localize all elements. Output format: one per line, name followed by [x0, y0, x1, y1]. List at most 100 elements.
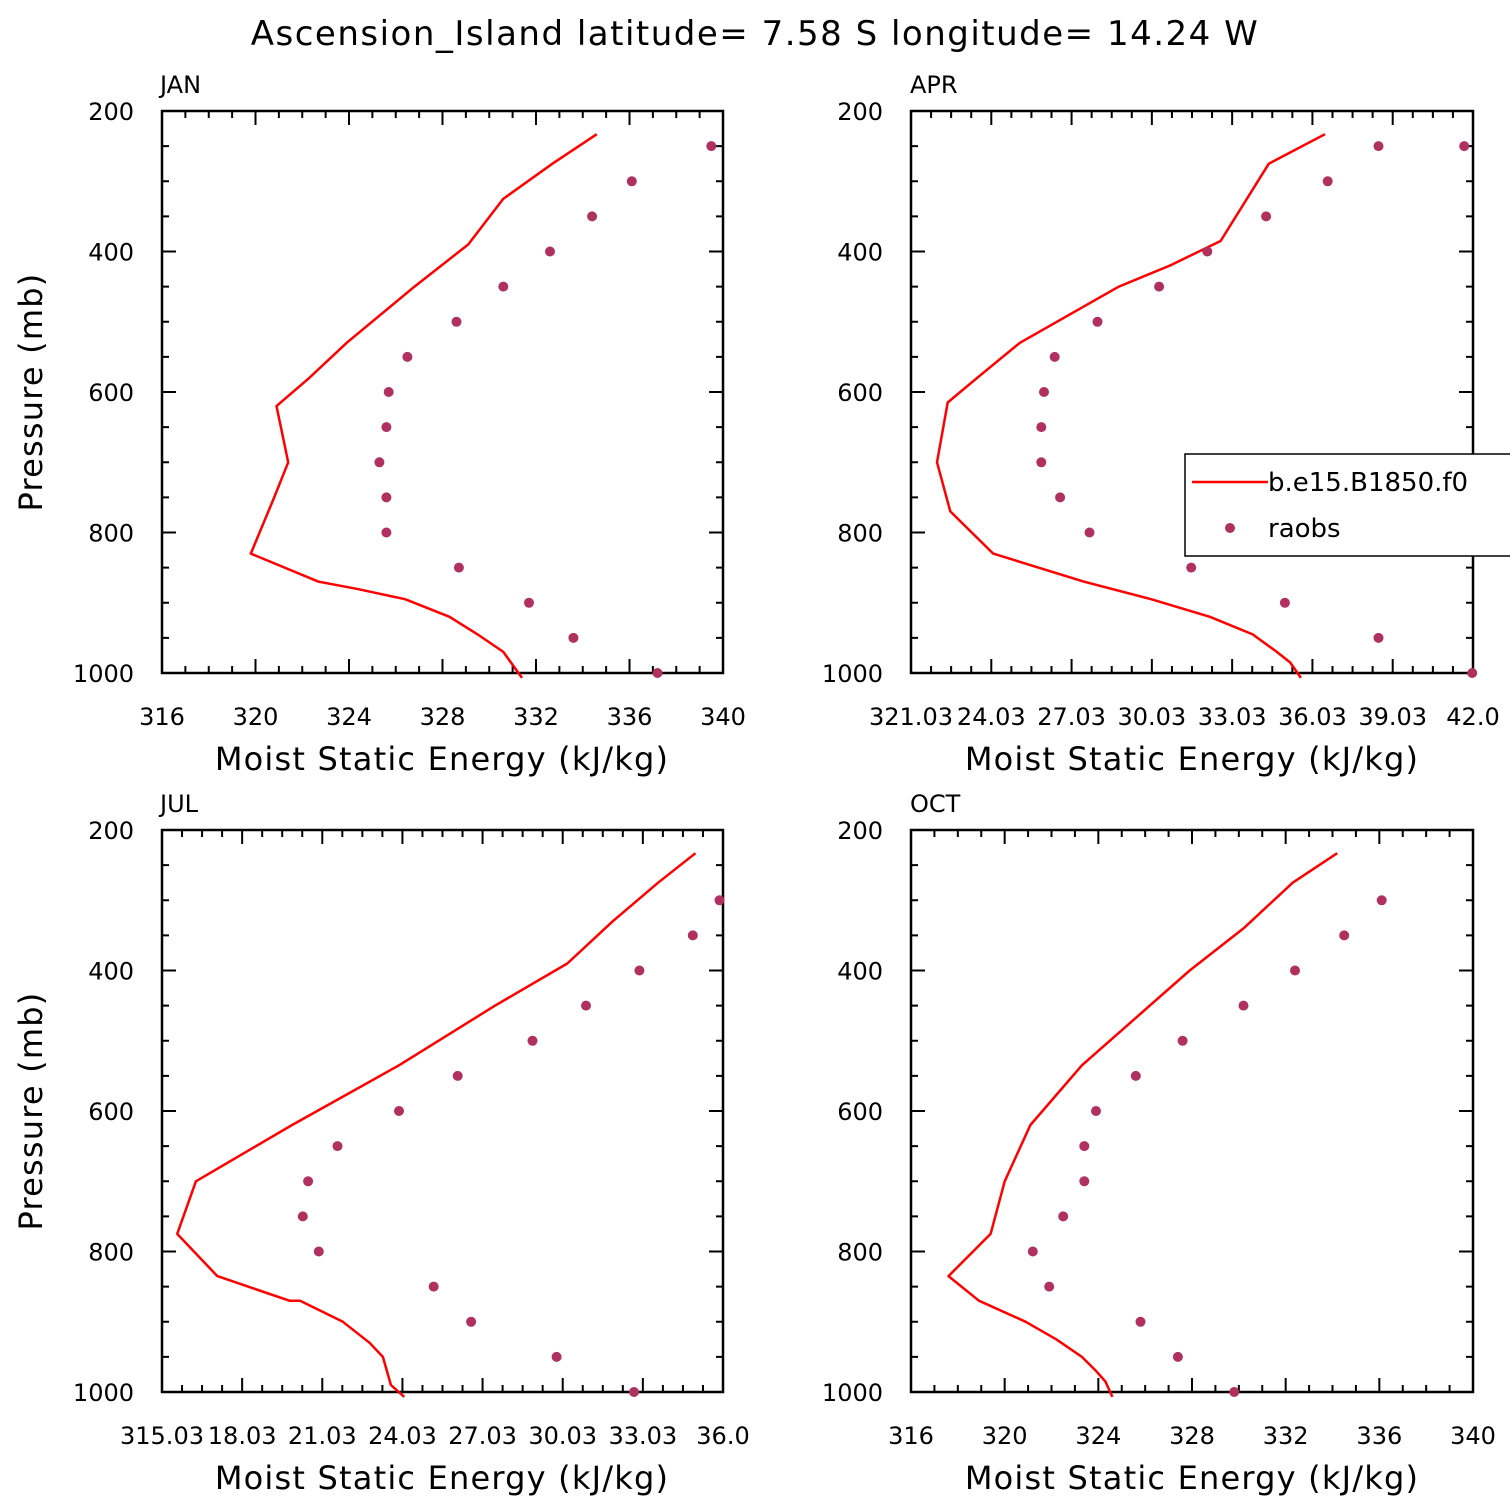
legend-box — [1184, 453, 1510, 557]
x-axis-label: Moist Static Energy (kJ/kg) — [215, 1459, 669, 1497]
obs-point — [374, 457, 385, 468]
x-tick-label: 324 — [326, 703, 372, 731]
x-tick-label: 42.0 — [1446, 703, 1499, 731]
obs-point — [332, 1141, 343, 1152]
model-line — [249, 133, 598, 679]
obs-point — [1079, 1141, 1090, 1152]
obs-point — [551, 1351, 562, 1362]
obs-point — [1373, 632, 1384, 643]
panel-month-label: OCT — [910, 790, 961, 818]
x-tick-label: 332 — [1263, 1422, 1309, 1450]
obs-series — [1036, 141, 1478, 678]
obs-point — [1376, 895, 1387, 906]
obs-point — [524, 597, 534, 608]
legend-obs-label: raobs — [1268, 514, 1341, 544]
panel-apr: APR 200 400 600 800 1000 321.03 24.03 27.03 30.0… — [822, 71, 1500, 778]
y-axis-label: Pressure (mb) — [12, 273, 50, 512]
y-tick-label: 400 — [837, 958, 883, 986]
x-axis-label: Moist Static Energy (kJ/kg) — [965, 1459, 1419, 1497]
x-tick-label: 332 — [513, 703, 559, 731]
obs-point — [1036, 422, 1047, 433]
x-tick-label: 27.03 — [448, 1422, 517, 1450]
x-tick-label: 24.03 — [957, 703, 1026, 731]
y-tick-label: 400 — [837, 239, 883, 267]
model-line — [935, 133, 1326, 679]
x-tick-label: 316 — [888, 1422, 934, 1450]
x-tick-label: 320 — [982, 1422, 1028, 1450]
plot-frame — [160, 109, 725, 675]
obs-point — [1058, 1211, 1069, 1222]
obs-point — [1322, 176, 1333, 187]
panel-month-label: JAN — [158, 71, 201, 99]
x-tick-label: 328 — [420, 703, 466, 731]
y-tick-label: 200 — [837, 98, 883, 126]
obs-point — [1049, 351, 1060, 362]
legend-model-label: b.e15.B1850.f0 — [1268, 468, 1468, 498]
obs-point — [1339, 930, 1350, 941]
obs-point — [1039, 387, 1049, 397]
obs-point — [1229, 1387, 1240, 1397]
obs-point — [706, 141, 717, 152]
x-tick-label: 36.0 — [696, 1422, 749, 1450]
x-tick-label: 315.03 — [120, 1422, 204, 1450]
obs-point — [1186, 562, 1197, 573]
y-tick-label: 800 — [88, 1239, 134, 1267]
model-series — [175, 852, 697, 1398]
y-tick-label: 800 — [88, 520, 134, 548]
x-tick-label: 36.03 — [1278, 703, 1347, 731]
x-tick-label: 328 — [1169, 1422, 1215, 1450]
obs-point — [1084, 527, 1095, 538]
x-tick-label: 340 — [700, 703, 746, 731]
model-line — [947, 852, 1338, 1398]
obs-point — [381, 527, 392, 538]
y-tick-label: 800 — [837, 1239, 883, 1267]
panel-jul: JUL 200 400 600 800 1000 315.03 18.03 21.03 24.0… — [12, 790, 750, 1497]
x-tick-label: 33.03 — [608, 1422, 677, 1450]
y-tick-label: 1000 — [73, 660, 134, 688]
obs-point — [297, 1211, 308, 1222]
y-tick-label: 600 — [88, 379, 134, 407]
obs-point — [629, 1387, 639, 1397]
obs-point — [1172, 1351, 1183, 1362]
obs-point — [1202, 246, 1213, 257]
x-tick-label: 316 — [139, 703, 185, 731]
obs-point — [1467, 668, 1478, 678]
obs-point — [527, 1035, 538, 1046]
x-tick-label: 320 — [233, 703, 279, 731]
obs-point — [568, 632, 579, 643]
x-tick-label: 336 — [1356, 1422, 1402, 1450]
obs-point — [1459, 141, 1470, 152]
y-tick-label: 600 — [837, 1098, 883, 1126]
y-axis-label: Pressure (mb) — [12, 992, 50, 1231]
x-tick-label: 30.03 — [1117, 703, 1186, 731]
legend: b.e15.B1850.f0 raobs — [1184, 453, 1510, 557]
obs-point — [381, 492, 392, 503]
x-tick-label: 27.03 — [1037, 703, 1106, 731]
obs-point — [452, 1070, 463, 1081]
x-axis-label: Moist Static Energy (kJ/kg) — [215, 740, 669, 778]
x-tick-label: 340 — [1450, 1422, 1496, 1450]
y-tick-label: 1000 — [73, 1379, 134, 1407]
legend-obs-swatch — [1225, 523, 1235, 533]
axis-ticks: 200 400 600 800 1000 321.03 24.03 27.03 30.03 33.… — [822, 98, 1500, 731]
obs-point — [1373, 141, 1384, 152]
x-tick-label: 336 — [607, 703, 653, 731]
obs-point — [1279, 597, 1290, 608]
obs-point — [1036, 457, 1047, 468]
y-tick-label: 1000 — [822, 660, 883, 688]
x-tick-label: 24.03 — [368, 1422, 437, 1450]
obs-point — [1130, 1070, 1141, 1081]
obs-point — [1055, 492, 1066, 503]
x-axis-label: Moist Static Energy (kJ/kg) — [965, 740, 1419, 778]
obs-point — [1261, 211, 1272, 222]
obs-point — [498, 281, 509, 292]
obs-point — [634, 965, 645, 976]
obs-series — [374, 141, 717, 678]
figure-title: Ascension_Island latitude= 7.58 S longit… — [251, 14, 1260, 54]
plot-frame — [160, 828, 725, 1394]
obs-point — [1177, 1035, 1188, 1046]
obs-series — [297, 895, 725, 1397]
x-tick-label: 30.03 — [528, 1422, 597, 1450]
y-tick-label: 400 — [88, 958, 134, 986]
